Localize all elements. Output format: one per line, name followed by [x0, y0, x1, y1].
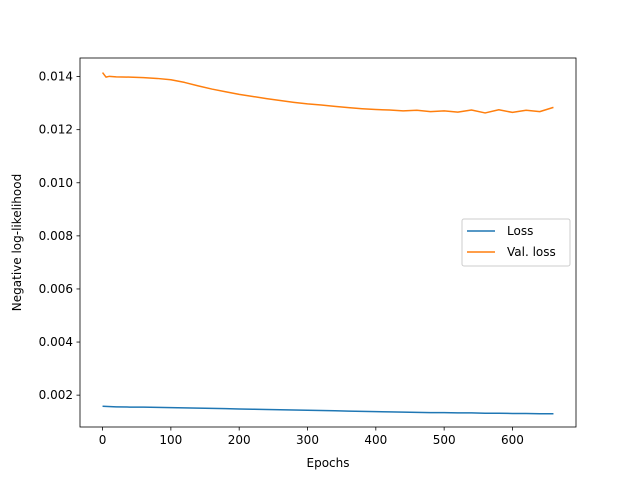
- y-tick-label: 0.008: [39, 229, 73, 243]
- legend-label-1: Loss: [507, 224, 533, 238]
- x-tick-label: 400: [364, 433, 387, 447]
- x-tick-label: 200: [228, 433, 251, 447]
- y-tick-label: 0.010: [39, 176, 73, 190]
- legend: Loss Val. loss: [461, 218, 571, 267]
- x-tick-label: 100: [159, 433, 182, 447]
- x-tick-label: 500: [433, 433, 456, 447]
- x-axis-title: Epochs: [307, 456, 350, 470]
- x-tick-label: 600: [501, 433, 524, 447]
- axes-frame: [79, 57, 577, 428]
- y-tick-label: 0.012: [39, 123, 73, 137]
- y-tick-label: 0.004: [39, 335, 73, 349]
- series-line-2: [101, 72, 554, 114]
- legend-label-2: Val. loss: [507, 245, 556, 259]
- y-tick-label: 0.002: [39, 388, 73, 402]
- plot-area: [101, 72, 554, 415]
- y-axis-title: Negative log-likelihood: [10, 174, 24, 311]
- series-line-1: [102, 405, 554, 415]
- x-tick-label: 300: [296, 433, 319, 447]
- axes: 0 100 200 300 400 500 600 0.002 0.004 0.006 0.008 0…: [10, 57, 577, 470]
- y-tick-label: 0.014: [39, 70, 73, 84]
- y-tick-label: 0.006: [39, 282, 73, 296]
- x-tick-label: 0: [99, 433, 107, 447]
